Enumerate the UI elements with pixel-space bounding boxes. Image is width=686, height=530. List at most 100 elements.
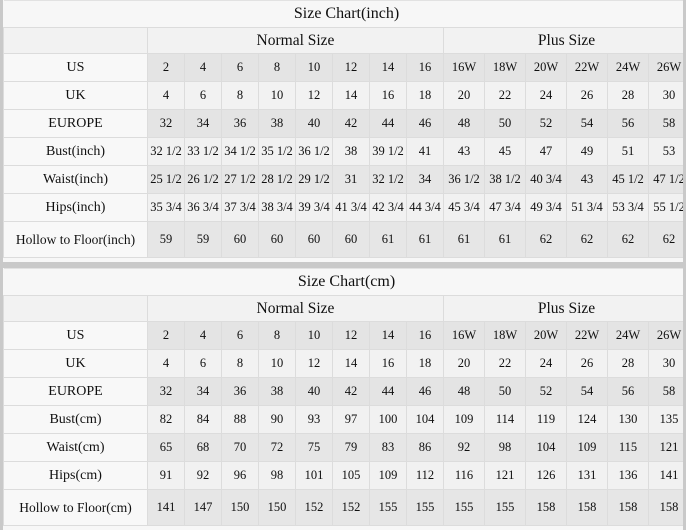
cell: 8 [221, 81, 259, 110]
cell: 60 [332, 221, 370, 258]
cell: 29 1/2 [295, 165, 333, 194]
cell: 8 [258, 53, 296, 82]
cell: 4 [184, 321, 222, 350]
cell: 18W [484, 321, 526, 350]
cell: 52 [525, 109, 567, 138]
cell: 34 1/2 [221, 137, 259, 166]
cell: 56 [607, 377, 649, 406]
table-row: EUROPE 32 34 36 38 40 42 44 46 48 50 52 … [3, 109, 683, 138]
cell: 14 [332, 81, 370, 110]
cell: 12 [295, 81, 333, 110]
cell: 16 [406, 321, 444, 350]
cell: 28 [607, 349, 649, 378]
cell: 62 [647, 221, 683, 258]
cell: 26 1/2 [184, 165, 222, 194]
row-label-hips-cm: Hips(cm) [3, 461, 148, 490]
row-label-europe-cm: EUROPE [3, 377, 148, 406]
cell: 109 [566, 433, 608, 462]
cell: 36 [221, 377, 259, 406]
cell: 100 [369, 405, 407, 434]
cell: 116 [443, 461, 485, 490]
cell: 22W [566, 53, 608, 82]
row-label-us-cm: US [3, 321, 148, 350]
cell: 54 [566, 109, 608, 138]
cell: 48 [443, 109, 485, 138]
cell: 14 [369, 53, 407, 82]
cell: 115 [607, 433, 649, 462]
cell: 141 [647, 461, 683, 490]
table-row: UK 4 6 8 10 12 14 16 18 20 22 24 26 28 3… [3, 81, 683, 110]
cell: 86 [406, 433, 444, 462]
cell: 26W [647, 53, 683, 82]
row-label-bust-cm: Bust(cm) [3, 405, 148, 434]
cell: 68 [184, 433, 222, 462]
cell: 18 [406, 349, 444, 378]
cell: 65 [147, 433, 185, 462]
cell: 6 [184, 81, 222, 110]
cell: 55 1/2 [647, 193, 683, 222]
cell: 114 [484, 405, 526, 434]
cell: 101 [295, 461, 333, 490]
cell: 38 [332, 137, 370, 166]
cell: 152 [332, 489, 370, 526]
cell: 121 [647, 433, 683, 462]
cell: 83 [369, 433, 407, 462]
cell: 96 [221, 461, 259, 490]
cell: 54 [566, 377, 608, 406]
cell: 158 [647, 489, 683, 526]
cell: 124 [566, 405, 608, 434]
size-chart-cm: Size Chart(cm) Normal Size Plus Size US … [0, 268, 686, 530]
cell: 121 [484, 461, 526, 490]
cell: 36 3/4 [184, 193, 222, 222]
cell: 16 [406, 53, 444, 82]
cell: 49 [566, 137, 608, 166]
cell: 4 [147, 81, 185, 110]
cell: 60 [221, 221, 259, 258]
size-chart-inch: Size Chart(inch) Normal Size Plus Size U… [0, 0, 686, 262]
cell: 37 3/4 [221, 193, 259, 222]
cell: 42 [332, 109, 370, 138]
cell: 41 3/4 [332, 193, 370, 222]
cell: 61 [484, 221, 526, 258]
table-row: Bust(inch) 32 1/2 33 1/2 34 1/2 35 1/2 3… [3, 137, 683, 166]
cell: 155 [484, 489, 526, 526]
cell: 43 [566, 165, 608, 194]
cell: 51 3/4 [566, 193, 608, 222]
cell: 32 [147, 109, 185, 138]
cell: 62 [566, 221, 608, 258]
cell: 35 1/2 [258, 137, 296, 166]
cell: 46 [406, 377, 444, 406]
cell: 75 [295, 433, 333, 462]
cell: 45 1/2 [607, 165, 649, 194]
cell: 56 [607, 109, 649, 138]
cell: 98 [484, 433, 526, 462]
cell: 39 3/4 [295, 193, 333, 222]
cell: 27 1/2 [221, 165, 259, 194]
group-header-row-inch: Normal Size Plus Size [3, 27, 683, 54]
title-row-inch: Size Chart(inch) [3, 0, 683, 28]
cell: 4 [184, 53, 222, 82]
cell: 152 [295, 489, 333, 526]
cell: 61 [443, 221, 485, 258]
cell: 126 [525, 461, 567, 490]
cell: 47 3/4 [484, 193, 526, 222]
row-label-bust-inch: Bust(inch) [3, 137, 148, 166]
cell: 46 [406, 109, 444, 138]
chart-title-cm: Size Chart(cm) [3, 268, 683, 296]
cell: 22W [566, 321, 608, 350]
cell: 147 [184, 489, 222, 526]
cell: 34 [406, 165, 444, 194]
cell: 40 [295, 377, 333, 406]
cell: 158 [607, 489, 649, 526]
cell: 34 [184, 377, 222, 406]
cell: 16 [369, 81, 407, 110]
cell: 28 [607, 81, 649, 110]
group-normal-size-cm: Normal Size [147, 295, 444, 322]
cell: 60 [295, 221, 333, 258]
group-blank-cm [3, 295, 148, 322]
size-table-cm: Size Chart(cm) Normal Size Plus Size US … [3, 268, 683, 526]
table-row: Waist(cm) 65 68 70 72 75 79 83 86 92 98 … [3, 433, 683, 462]
table-row: Bust(cm) 82 84 88 90 93 97 100 104 109 1… [3, 405, 683, 434]
cell: 50 [484, 109, 526, 138]
cell: 79 [332, 433, 370, 462]
